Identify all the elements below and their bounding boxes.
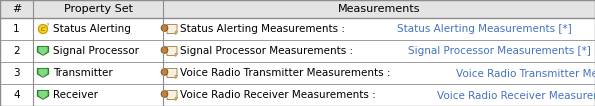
- Polygon shape: [167, 68, 177, 77]
- Text: Receiver: Receiver: [53, 90, 98, 100]
- Polygon shape: [167, 47, 177, 56]
- Text: 4: 4: [13, 90, 20, 100]
- Text: Voice Radio Receiver Measurements [*]: Voice Radio Receiver Measurements [*]: [437, 90, 595, 100]
- Polygon shape: [37, 91, 49, 99]
- Text: 3: 3: [13, 68, 20, 78]
- Text: Voice Radio Transmitter Measurements :: Voice Radio Transmitter Measurements :: [180, 68, 394, 78]
- Polygon shape: [174, 31, 177, 33]
- Polygon shape: [174, 97, 177, 100]
- Polygon shape: [40, 70, 46, 76]
- Circle shape: [161, 91, 168, 97]
- Circle shape: [161, 25, 168, 31]
- Polygon shape: [37, 47, 49, 55]
- Bar: [0, 40, 595, 62]
- Text: Status Alerting Measurements :: Status Alerting Measurements :: [180, 24, 348, 34]
- Circle shape: [161, 47, 168, 53]
- Polygon shape: [40, 48, 46, 54]
- Text: Measurements: Measurements: [338, 4, 420, 14]
- Text: 1: 1: [13, 24, 20, 34]
- Text: ↗: ↗: [44, 23, 49, 28]
- Polygon shape: [37, 69, 49, 77]
- Text: Voice Radio Transmitter Measurements [*]: Voice Radio Transmitter Measurements [*]: [456, 68, 595, 78]
- Text: #: #: [12, 4, 21, 14]
- Circle shape: [161, 69, 168, 75]
- Polygon shape: [40, 92, 46, 98]
- Text: 2: 2: [13, 46, 20, 56]
- Polygon shape: [167, 91, 177, 100]
- Bar: [0, 18, 595, 40]
- Text: Status Alerting: Status Alerting: [53, 24, 131, 34]
- Text: Signal Processor: Signal Processor: [53, 46, 139, 56]
- Circle shape: [39, 24, 48, 33]
- Text: Voice Radio Receiver Measurements :: Voice Radio Receiver Measurements :: [180, 90, 379, 100]
- Text: Signal Processor Measurements [*]: Signal Processor Measurements [*]: [408, 46, 590, 56]
- Bar: [0, 62, 595, 84]
- Polygon shape: [174, 53, 177, 56]
- Text: C: C: [41, 27, 45, 32]
- Bar: [0, 0, 595, 18]
- Text: Signal Processor Measurements :: Signal Processor Measurements :: [180, 46, 356, 56]
- Text: Property Set: Property Set: [64, 4, 133, 14]
- Bar: [0, 84, 595, 106]
- Text: Transmitter: Transmitter: [53, 68, 112, 78]
- Polygon shape: [174, 75, 177, 77]
- Polygon shape: [167, 24, 177, 33]
- Text: Status Alerting Measurements [*]: Status Alerting Measurements [*]: [397, 24, 572, 34]
